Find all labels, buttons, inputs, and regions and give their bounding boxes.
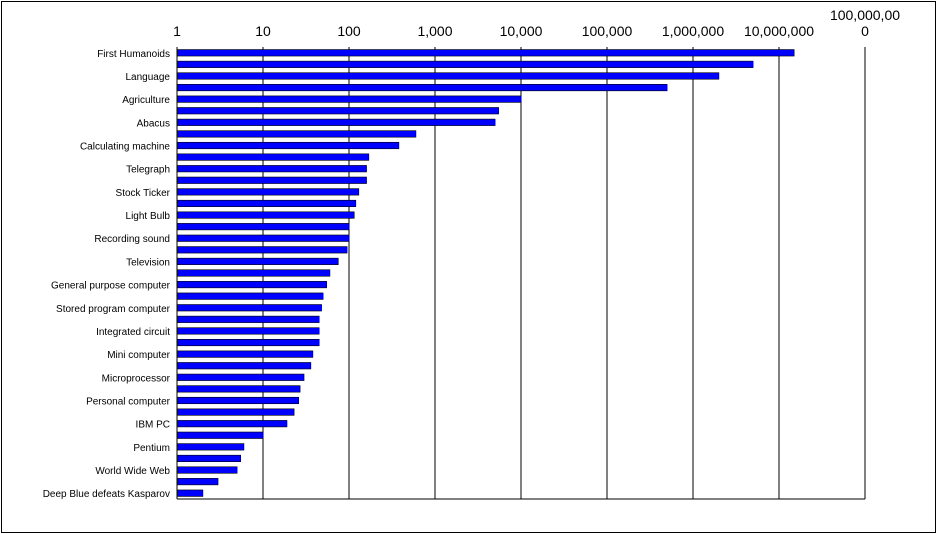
bar — [176, 396, 299, 405]
bar — [176, 362, 312, 370]
category-label: World Wide Web — [95, 466, 170, 477]
bar — [176, 385, 301, 393]
category-label: Deep Blue defeats Kasparov — [43, 489, 170, 500]
tick-label: 10,000 — [500, 23, 543, 39]
bar — [176, 466, 238, 474]
bar — [176, 373, 305, 381]
bar — [176, 72, 720, 80]
bar — [176, 281, 327, 289]
tick-label: 1,000 — [417, 23, 452, 39]
category-label: Stored program computer — [56, 304, 171, 315]
bar — [176, 141, 400, 150]
bar — [176, 338, 320, 347]
bar — [176, 478, 219, 486]
tick-label: 100,000 — [582, 23, 633, 39]
bar — [176, 199, 357, 208]
bar — [176, 165, 367, 173]
category-label: Integrated circuit — [96, 327, 170, 338]
bar — [176, 350, 314, 358]
category-label: Calculating machine — [80, 142, 170, 153]
bar — [176, 292, 324, 300]
bar — [176, 315, 320, 323]
bar — [176, 130, 417, 138]
category-label: Personal computer — [86, 396, 171, 407]
bar — [176, 176, 367, 184]
bar — [176, 420, 288, 428]
bar — [176, 408, 295, 416]
category-label: Light Bulb — [126, 211, 171, 222]
category-label: Stock Ticker — [116, 188, 171, 199]
category-label: Telegraph — [126, 165, 170, 176]
tick-label: 100,000,00 — [830, 7, 900, 23]
bar — [176, 246, 348, 254]
bar — [176, 211, 355, 219]
category-label: Recording sound — [94, 234, 170, 245]
bar — [176, 107, 499, 115]
bar — [176, 95, 522, 103]
tick-label: 0 — [861, 23, 869, 39]
bar — [176, 49, 795, 57]
category-label: Abacus — [137, 118, 170, 129]
bar — [176, 234, 350, 242]
bar — [176, 443, 245, 451]
category-label: Television — [126, 257, 170, 268]
bar — [176, 188, 360, 196]
bar — [176, 60, 754, 68]
bar — [176, 454, 241, 462]
category-label: Mini computer — [107, 350, 170, 361]
bar — [176, 269, 331, 277]
category-label: Agriculture — [122, 95, 170, 106]
bar — [176, 489, 204, 497]
tick-label: 100 — [337, 23, 361, 39]
bar — [176, 84, 668, 92]
bar — [176, 223, 350, 231]
tick-label: 1,000,000 — [662, 23, 724, 39]
bar — [176, 153, 370, 161]
category-label: Pentium — [133, 443, 170, 454]
bar — [176, 431, 264, 439]
category-label: IBM PC — [136, 420, 170, 431]
category-label: Microprocessor — [102, 373, 171, 384]
tick-label: 10 — [255, 23, 271, 39]
category-label: Language — [126, 72, 171, 83]
bar — [176, 327, 320, 335]
tick-label: 10,000,000 — [744, 23, 814, 39]
bar — [176, 257, 339, 265]
category-label: General purpose computer — [51, 281, 171, 292]
tick-label: 1 — [173, 23, 181, 39]
bar — [176, 118, 496, 126]
bar — [176, 304, 322, 312]
category-label: First Humanoids — [97, 49, 170, 60]
